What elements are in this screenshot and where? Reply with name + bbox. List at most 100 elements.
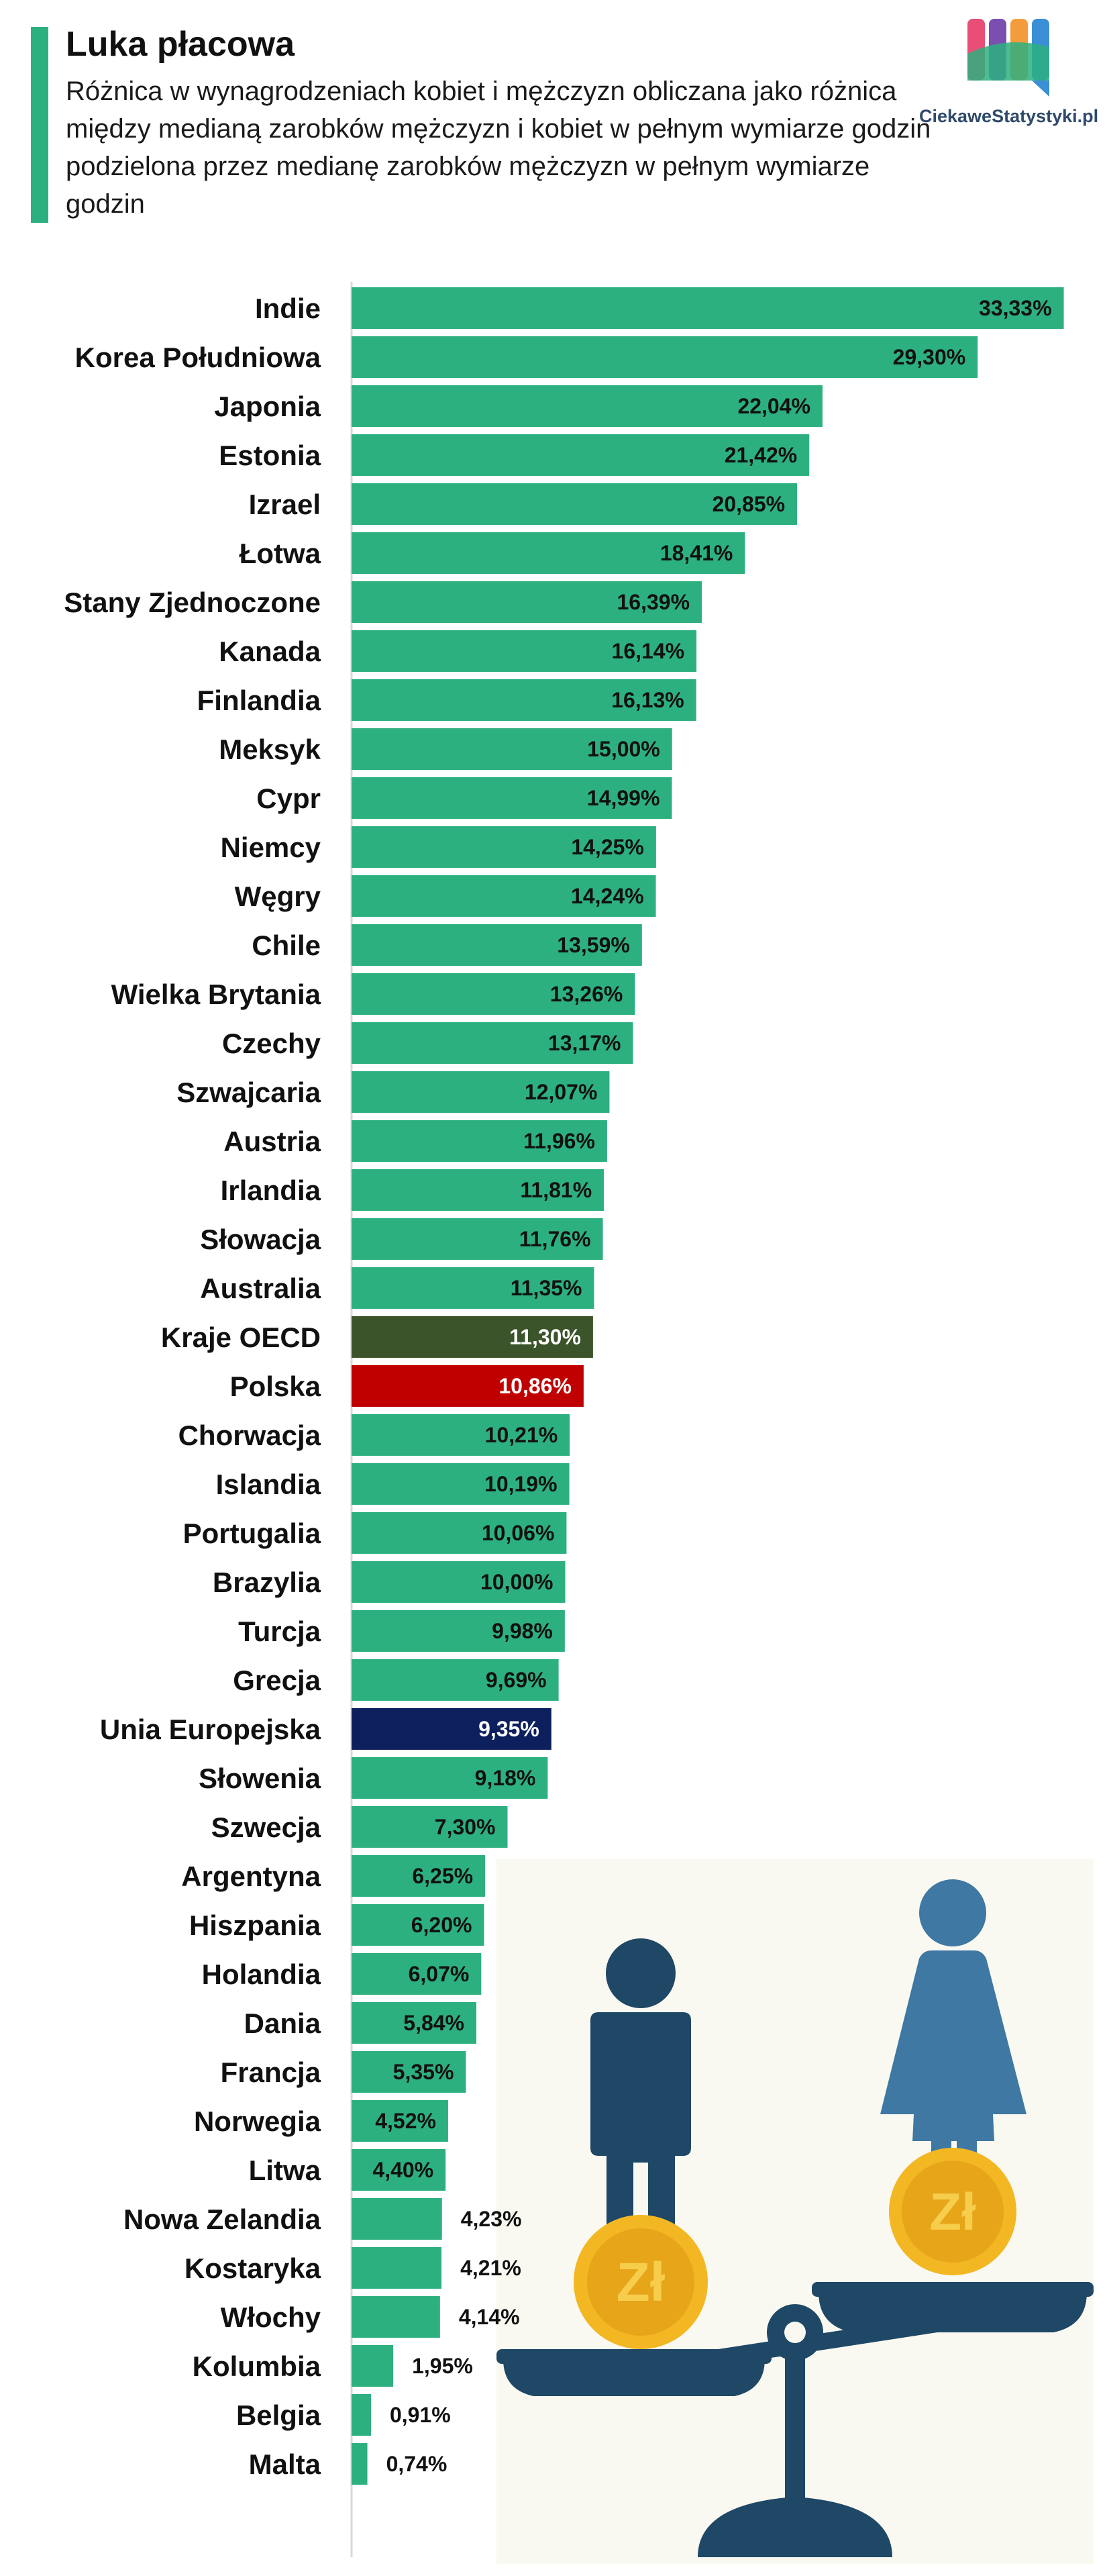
bar-szwajcaria bbox=[352, 1071, 610, 1113]
value-label-kanada: 16,14% bbox=[612, 639, 685, 663]
value-label-węgry: 14,24% bbox=[571, 884, 644, 908]
title-accent-bar bbox=[31, 27, 48, 223]
site-logo: CiekaweStatystyki.pl bbox=[919, 15, 1098, 136]
value-label-czechy: 13,17% bbox=[548, 1031, 621, 1055]
category-label-brazylia: Brazylia bbox=[213, 1567, 321, 1598]
bar-nowa-zelandia bbox=[352, 2198, 442, 2240]
category-label-węgry: Węgry bbox=[235, 881, 321, 912]
bar-stany-zjednoczone bbox=[352, 581, 702, 623]
bar-kraje-oecd bbox=[352, 1316, 593, 1358]
category-label-francja: Francja bbox=[221, 2057, 321, 2088]
category-label-nowa-zelandia: Nowa Zelandia bbox=[123, 2203, 321, 2235]
bar-czechy bbox=[352, 1022, 633, 1064]
bar-łotwa bbox=[352, 532, 745, 574]
category-label-japonia: Japonia bbox=[214, 391, 321, 422]
category-label-stany-zjednoczone: Stany Zjednoczone bbox=[64, 587, 321, 618]
category-label-irlandia: Irlandia bbox=[221, 1175, 321, 1206]
bar-wielka-brytania bbox=[352, 973, 635, 1015]
bar-grecja bbox=[352, 1659, 559, 1701]
value-label-chile: 13,59% bbox=[557, 933, 630, 957]
category-label-korea-południowa: Korea Południowa bbox=[75, 342, 321, 373]
chart-title: Luka płacowa bbox=[66, 25, 295, 64]
category-label-chile: Chile bbox=[252, 930, 321, 961]
value-label-słowenia: 9,18% bbox=[475, 1766, 536, 1790]
value-label-wielka-brytania: 13,26% bbox=[550, 982, 623, 1006]
value-label-korea-południowa: 29,30% bbox=[893, 345, 966, 369]
value-label-brazylia: 10,00% bbox=[480, 1570, 554, 1594]
logo-icon bbox=[967, 19, 1049, 97]
value-label-indie: 33,33% bbox=[979, 296, 1052, 320]
category-label-dania: Dania bbox=[244, 2008, 321, 2039]
value-label-nowa-zelandia: 4,23% bbox=[461, 2207, 522, 2231]
bar-chorwacja bbox=[352, 1414, 570, 1456]
bar-kostaryka bbox=[352, 2247, 442, 2289]
value-label-kraje-oecd: 11,30% bbox=[509, 1325, 581, 1349]
bar-kanada bbox=[352, 630, 697, 672]
bar-cypr bbox=[352, 777, 672, 819]
value-label-portugalia: 10,06% bbox=[482, 1521, 555, 1545]
bar-hiszpania bbox=[352, 1904, 484, 1946]
value-label-polska: 10,86% bbox=[498, 1374, 572, 1398]
bar-unia-europejska bbox=[352, 1708, 551, 1750]
category-label-hiszpania: Hiszpania bbox=[189, 1910, 321, 1941]
bar-turcja bbox=[352, 1610, 565, 1652]
bar-izrael bbox=[352, 483, 798, 525]
category-label-estonia: Estonia bbox=[219, 440, 321, 471]
gender-pay-illustration: Zł Zł bbox=[496, 1859, 1094, 2564]
category-label-łotwa: Łotwa bbox=[240, 538, 321, 569]
value-label-dania: 5,84% bbox=[403, 2011, 464, 2035]
value-label-australia: 11,35% bbox=[511, 1276, 582, 1300]
value-label-estonia: 21,42% bbox=[725, 443, 798, 467]
bar-belgia bbox=[352, 2394, 371, 2436]
bar-estonia bbox=[352, 434, 810, 476]
category-label-austria: Austria bbox=[223, 1126, 321, 1157]
bar-francja bbox=[352, 2051, 466, 2093]
value-label-chorwacja: 10,21% bbox=[485, 1423, 558, 1447]
value-label-irlandia: 11,81% bbox=[520, 1178, 592, 1202]
category-label-grecja: Grecja bbox=[233, 1665, 321, 1696]
bar-słowacja bbox=[352, 1218, 603, 1260]
category-label-unia-europejska: Unia Europejska bbox=[100, 1714, 321, 1745]
value-label-szwecja: 7,30% bbox=[435, 1815, 496, 1839]
value-label-izrael: 20,85% bbox=[713, 492, 786, 516]
balance-scale-icon bbox=[496, 2282, 1094, 2557]
bar-argentyna bbox=[352, 1855, 486, 1897]
category-label-belgia: Belgia bbox=[236, 2399, 321, 2431]
value-label-litwa: 4,40% bbox=[372, 2158, 433, 2182]
bar-polska bbox=[352, 1365, 584, 1407]
bar-brazylia bbox=[352, 1561, 566, 1603]
bar-indie bbox=[352, 287, 1064, 329]
category-label-izrael: Izrael bbox=[249, 489, 321, 520]
bar-irlandia bbox=[352, 1169, 604, 1211]
value-label-finlandia: 16,13% bbox=[611, 688, 684, 712]
category-label-holandia: Holandia bbox=[202, 1959, 321, 1990]
value-label-grecja: 9,69% bbox=[486, 1668, 547, 1692]
value-label-belgia: 0,91% bbox=[390, 2403, 451, 2427]
value-label-holandia: 6,07% bbox=[409, 1962, 470, 1986]
bar-węgry bbox=[352, 875, 656, 917]
category-label-włochy: Włochy bbox=[221, 2301, 321, 2333]
category-label-kolumbia: Kolumbia bbox=[193, 2350, 321, 2382]
category-label-czechy: Czechy bbox=[222, 1028, 321, 1059]
category-label-litwa: Litwa bbox=[249, 2154, 321, 2186]
value-label-turcja: 9,98% bbox=[492, 1619, 553, 1643]
category-label-szwecja: Szwecja bbox=[211, 1812, 321, 1843]
category-label-chorwacja: Chorwacja bbox=[178, 1420, 321, 1451]
value-label-szwajcaria: 12,07% bbox=[525, 1080, 598, 1104]
category-label-australia: Australia bbox=[200, 1273, 321, 1304]
category-label-malta: Malta bbox=[249, 2448, 321, 2480]
bar-kolumbia bbox=[352, 2345, 394, 2387]
chart-subtitle: Różnica w wynagrodzeniach kobiet i mężcz… bbox=[66, 77, 931, 219]
category-label-kostaryka: Kostaryka bbox=[184, 2252, 321, 2284]
value-label-stany-zjednoczone: 16,39% bbox=[617, 590, 690, 614]
bar-korea-południowa bbox=[352, 336, 978, 378]
bar-austria bbox=[352, 1120, 607, 1162]
value-label-austria: 11,96% bbox=[523, 1129, 595, 1153]
bar-szwecja bbox=[352, 1806, 508, 1848]
bar-chile bbox=[352, 924, 642, 966]
value-label-hiszpania: 6,20% bbox=[411, 1913, 472, 1937]
category-label-słowenia: Słowenia bbox=[199, 1763, 321, 1794]
man-icon bbox=[590, 1938, 691, 2262]
value-label-kolumbia: 1,95% bbox=[412, 2354, 473, 2378]
bar-japonia bbox=[352, 385, 823, 427]
